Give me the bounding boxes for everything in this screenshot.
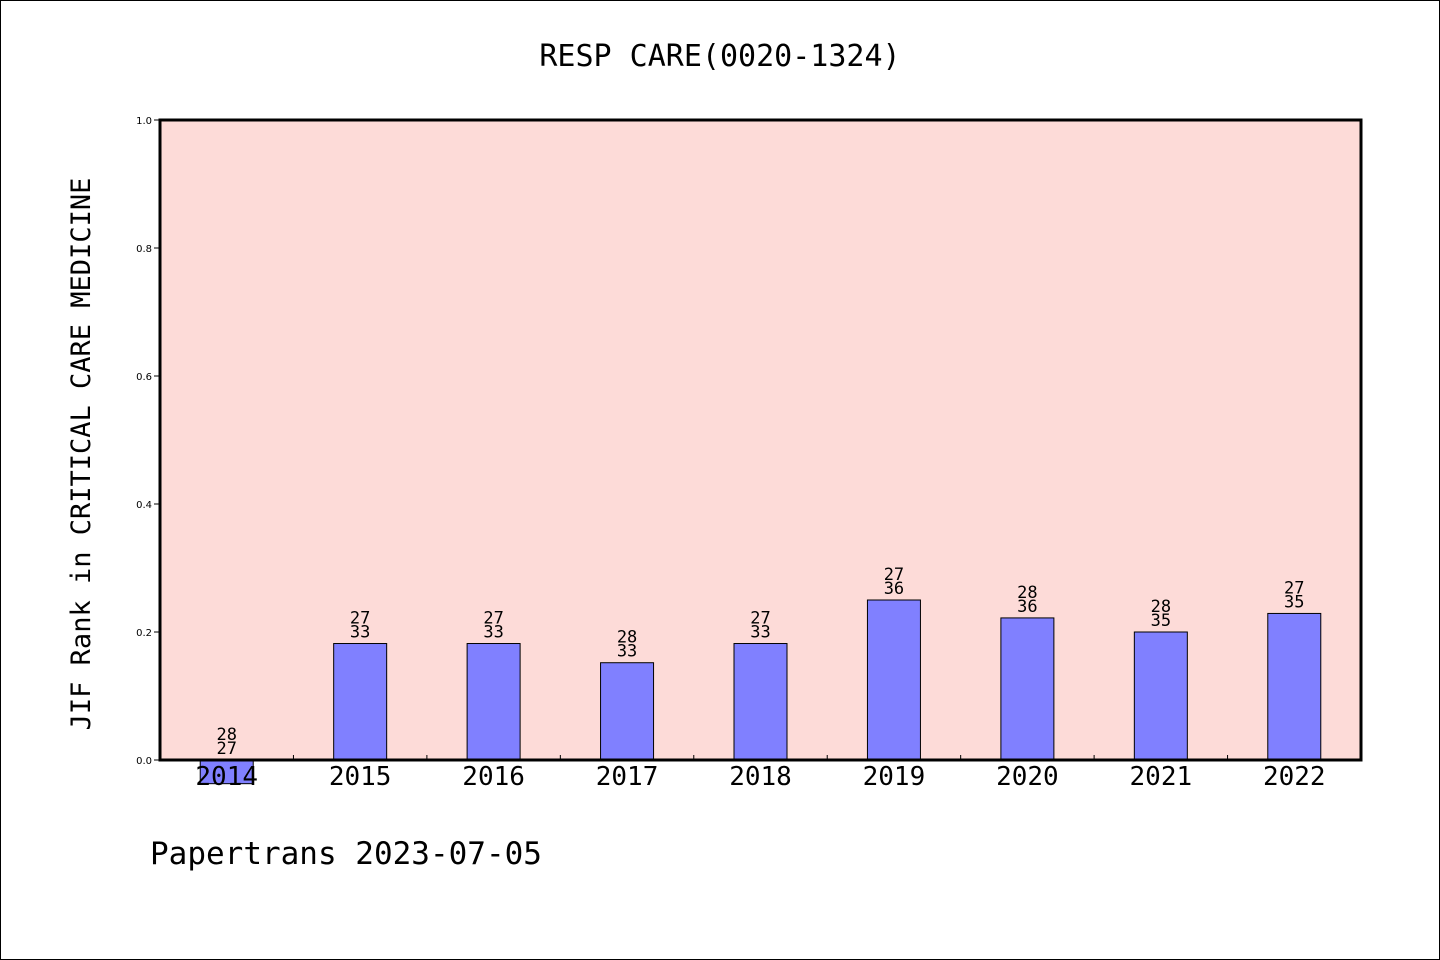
y-tick-label: 0.6 xyxy=(136,372,152,383)
bar-2022 xyxy=(1267,612,1322,761)
bar-2015 xyxy=(333,643,388,761)
data-label-2014-rank: 28 xyxy=(216,725,236,745)
bar-2020 xyxy=(1000,617,1055,761)
x-tick-label-2020: 2020 xyxy=(996,762,1059,792)
x-tick-label-2022: 2022 xyxy=(1263,762,1326,792)
bar-2017 xyxy=(600,662,655,761)
data-label-2014-total: 27 xyxy=(216,739,236,759)
bar-2016 xyxy=(466,643,521,761)
data-label-2015-total: 33 xyxy=(350,623,370,643)
data-label-2020-rank: 28 xyxy=(1017,583,1037,603)
data-label-2017-rank: 28 xyxy=(617,628,637,648)
chart-title: RESP CARE(0020-1324) xyxy=(539,39,900,74)
y-tick-label: 0.4 xyxy=(136,500,152,511)
y-tick-label: 0.2 xyxy=(136,628,152,639)
data-label-2016-rank: 27 xyxy=(483,609,503,629)
x-tick-label-2021: 2021 xyxy=(1130,762,1193,792)
data-label-2022-total: 35 xyxy=(1284,592,1304,612)
y-axis-label: JIF Rank in CRITICAL CARE MEDICINE xyxy=(66,178,97,731)
data-label-2021-total: 35 xyxy=(1151,611,1171,631)
bars-layer xyxy=(199,599,1322,785)
x-tick-label-2019: 2019 xyxy=(863,762,926,792)
plot-border xyxy=(158,118,1363,762)
data-label-2020-total: 36 xyxy=(1017,597,1037,617)
x-tick-label-2018: 2018 xyxy=(729,762,792,792)
data-label-2019-rank: 27 xyxy=(884,565,904,585)
bar-2019 xyxy=(866,599,921,761)
data-label-2022-rank: 27 xyxy=(1284,578,1304,598)
data-labels-layer: 2014282720152733201627332017283320182733… xyxy=(195,565,1325,792)
x-tick-label-2017: 2017 xyxy=(596,762,659,792)
data-label-2016-total: 33 xyxy=(483,623,503,643)
data-label-2015-rank: 27 xyxy=(350,609,370,629)
x-tick-label-2015: 2015 xyxy=(329,762,392,792)
x-tick-label-2016: 2016 xyxy=(462,762,525,792)
y-ticks-layer: 0.0 0.2 0.4 0.6 0.8 1.0 xyxy=(136,116,160,767)
data-label-2017-total: 33 xyxy=(617,642,637,662)
data-label-2021-rank: 28 xyxy=(1151,597,1171,617)
data-label-2018-total: 33 xyxy=(750,623,770,643)
x-tick-label-2014: 2014 xyxy=(195,762,258,792)
y-tick-label: 0.8 xyxy=(136,244,152,255)
bar-2018 xyxy=(733,643,788,761)
footer-credit: Papertrans 2023-07-05 xyxy=(150,836,542,872)
data-label-2018-rank: 27 xyxy=(750,609,770,629)
y-tick-label: 1.0 xyxy=(136,116,152,127)
y-tick-label: 0.0 xyxy=(136,756,152,767)
bar-2021 xyxy=(1133,631,1188,761)
data-label-2019-total: 36 xyxy=(884,579,904,599)
